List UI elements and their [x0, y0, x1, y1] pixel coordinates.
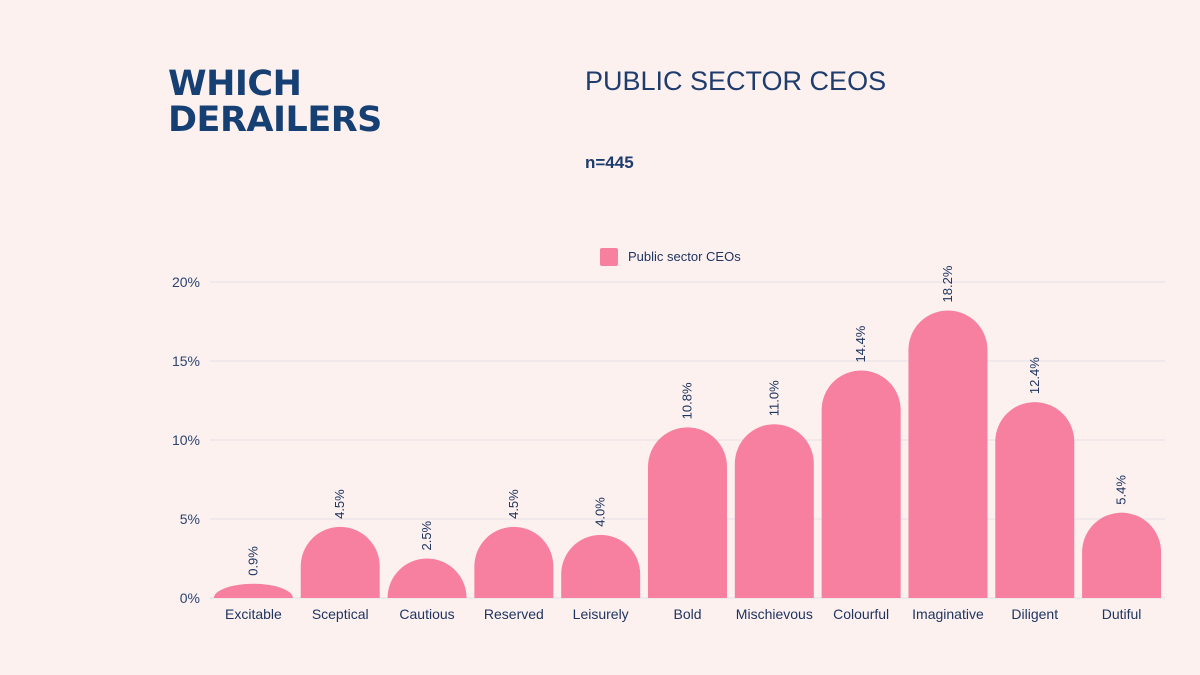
bar-excitable [213, 583, 293, 598]
legend: Public sector CEOs [600, 248, 741, 266]
legend-label: Public sector CEOs [628, 249, 741, 264]
value-label: 14.4% [853, 325, 868, 362]
chart-title: PUBLIC SECTOR CEOS [585, 66, 887, 96]
value-label: 12.4% [1027, 357, 1042, 394]
y-tick-label: 10% [172, 432, 200, 448]
value-label: 4.0% [593, 497, 608, 527]
y-tick-label: 5% [180, 511, 200, 527]
x-tick-label: Excitable [225, 606, 282, 622]
y-tick-label: 15% [172, 353, 200, 369]
y-tick-label: 20% [172, 274, 200, 290]
value-label: 0.9% [245, 546, 260, 576]
bar-leisurely [561, 534, 641, 598]
value-label: 4.5% [332, 489, 347, 519]
x-tick-label: Colourful [833, 606, 889, 622]
bar-imaginative [908, 310, 988, 598]
bar-reserved [474, 526, 554, 598]
legend-swatch [600, 248, 618, 266]
x-tick-label: Mischievous [736, 606, 813, 622]
bar-colourful [821, 370, 901, 598]
x-tick-label: Sceptical [312, 606, 369, 622]
heading-line-2: DERAILERS [168, 100, 382, 140]
bar-bold [648, 427, 727, 598]
x-tick-label: Reserved [484, 606, 544, 622]
value-label: 4.5% [506, 489, 521, 519]
x-tick-label: Diligent [1011, 606, 1058, 622]
x-axis-labels: Excitable Sceptical Cautious Reserved Leisur… [225, 606, 1141, 622]
value-label: 2.5% [419, 520, 434, 550]
x-tick-label: Leisurely [573, 606, 629, 622]
value-label: 11.0% [766, 380, 781, 416]
value-label: 5.4% [1114, 475, 1129, 505]
x-tick-label: Dutiful [1102, 606, 1142, 622]
value-label: 18.2% [940, 265, 955, 302]
sample-size: n=445 [585, 153, 634, 172]
bar-diligent [995, 402, 1075, 598]
bars [213, 310, 1162, 598]
x-tick-label: Cautious [399, 606, 454, 622]
x-tick-label: Imaginative [912, 606, 984, 622]
y-axis-ticks: 0% 5% 10% 15% 20% [172, 274, 200, 606]
x-tick-label: Bold [673, 606, 701, 622]
bar-sceptical [300, 526, 380, 598]
bar-cautious [387, 558, 467, 598]
bar-mischievous [734, 424, 814, 598]
value-label: 10.8% [680, 382, 695, 419]
bar-dutiful [1082, 512, 1162, 598]
heading-line-1: WHICH [168, 64, 302, 104]
value-labels: 0.9% 4.5% 2.5% 4.5% 4.0% 10.8% 11.0% 14.4% 18.2%… [245, 265, 1128, 576]
page-heading: WHICH DERAILERS [168, 66, 382, 138]
y-tick-label: 0% [180, 590, 200, 606]
